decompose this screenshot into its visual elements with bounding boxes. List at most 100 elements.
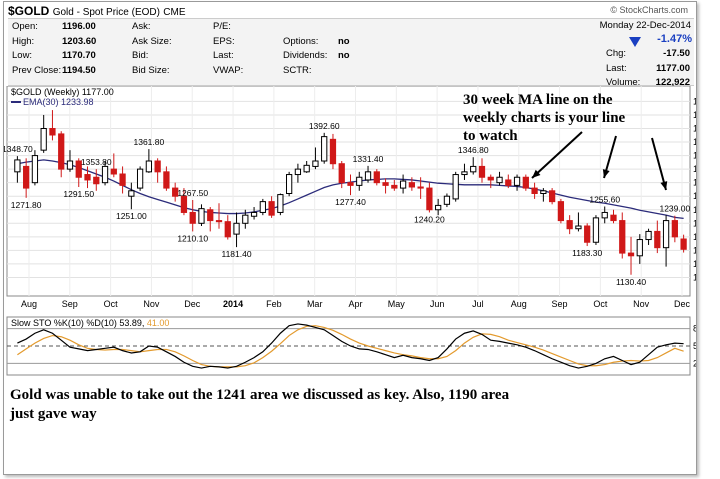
sto-d-line (17, 325, 684, 368)
candle-body (207, 209, 214, 222)
sto-tick-label: 20 (693, 358, 696, 368)
quote-row: Dividends: no (283, 49, 383, 64)
candle (180, 188, 188, 216)
candle (426, 182, 433, 213)
candle (531, 182, 538, 199)
price-label: 1251.00 (116, 211, 147, 221)
candle (662, 215, 670, 267)
candle-body (198, 208, 205, 224)
candle (163, 166, 170, 191)
candle (443, 193, 451, 208)
quote-row: Last: 1177.00 (606, 62, 694, 77)
candle-body (215, 220, 223, 223)
candle-body (601, 211, 608, 219)
candle (636, 234, 643, 264)
quote-row: Open: 1196.00 (12, 20, 132, 35)
sto-legend: Slow STO %K(10) %D(10) 53.89, 41.00 (11, 318, 169, 328)
candle (601, 206, 608, 224)
y-tick-label: 1400 (693, 124, 696, 134)
ema-legend: EMA(30) 1233.98 (23, 97, 94, 107)
candle-body (470, 165, 477, 173)
quote-row: Chg: -17.50 (606, 47, 694, 62)
candle-body (487, 176, 494, 181)
quote-label: P/E: (213, 21, 231, 32)
subtitle-label: Gold - Spot Price (EOD) (52, 7, 160, 18)
candle-body (364, 171, 372, 181)
candle (610, 209, 617, 224)
candle-body (531, 187, 538, 195)
quote-row: VWAP: (213, 64, 293, 79)
candle-body (356, 176, 363, 186)
candle (557, 198, 565, 224)
quote-label: SCTR: (283, 64, 312, 76)
x-tick-label: Nov (143, 299, 160, 309)
quote-label: Ask: (132, 21, 151, 32)
x-tick-label: Dec (674, 299, 691, 309)
candle (40, 114, 47, 153)
x-tick-label: Oct (104, 299, 119, 309)
x-tick-label: Aug (21, 299, 37, 309)
quote-label: Volume: (606, 77, 641, 88)
quote-col-2: Ask: Ask Size: Bid: Bid Size: (132, 20, 222, 78)
quote-value: 122,922 (655, 77, 690, 88)
candle-body (338, 163, 345, 184)
sto-d-value: 41.00 (147, 318, 170, 328)
quote-label: Chg: (606, 48, 627, 59)
annotation-line: 30 week MA line on the (463, 92, 613, 108)
candle (592, 215, 600, 245)
arrowhead-icon (602, 169, 610, 178)
candle-body (540, 190, 547, 194)
candle-body (294, 168, 302, 176)
candle-body (435, 204, 442, 211)
candle-body (119, 173, 126, 186)
price-label: 1277.40 (335, 197, 366, 207)
quote-row: High: 1203.60 (12, 35, 132, 50)
candle (513, 174, 521, 191)
candle-body (110, 168, 117, 175)
brand-label: © StockCharts.com (610, 5, 688, 15)
quote-row: P/E: (213, 20, 293, 35)
quote-label: EPS: (213, 35, 235, 47)
candle-body (408, 182, 415, 188)
candle (268, 196, 275, 218)
candle-body (128, 190, 135, 197)
candle-body (426, 187, 433, 211)
candle-body (136, 168, 144, 189)
ticker-label: $GOLD (8, 4, 50, 18)
y-tick-label: 1275 (693, 191, 696, 201)
price-label: 1181.40 (221, 249, 251, 259)
price-label: 1255.60 (589, 195, 620, 205)
candle-body (584, 225, 591, 243)
change-pct-label: -1.47% (657, 33, 692, 45)
x-tick-label: Sep (552, 299, 568, 309)
quote-label: Dividends: (283, 50, 328, 61)
quote-row: Low: 1170.70 (12, 49, 132, 64)
candle (373, 169, 380, 186)
candle (294, 163, 302, 183)
candle-body (23, 165, 30, 189)
candle (93, 169, 100, 191)
candle-body (14, 159, 21, 173)
candle-body (250, 211, 258, 217)
quote-value: no (338, 35, 350, 47)
x-tick-label: Nov (633, 299, 650, 309)
candle-body (154, 160, 161, 173)
candle-body (189, 211, 196, 224)
x-tick-label: Dec (184, 299, 201, 309)
price-label: 1291.50 (63, 189, 94, 199)
candle (321, 132, 328, 164)
quote-value: 1194.50 (62, 64, 96, 76)
candle-body (399, 180, 407, 189)
candle (49, 110, 56, 141)
candle-body (391, 184, 398, 189)
candle (119, 166, 126, 194)
x-tick-label: 2014 (223, 299, 243, 309)
candle (198, 204, 205, 226)
quote-row: Bid: (132, 49, 222, 64)
candle-body (312, 160, 319, 167)
date-label: Monday 22-Dec-2014 (599, 20, 691, 31)
candle-body (242, 214, 249, 224)
caption-line-2: just gave way (10, 406, 97, 422)
quote-value: no (338, 50, 350, 61)
candle (619, 212, 626, 259)
